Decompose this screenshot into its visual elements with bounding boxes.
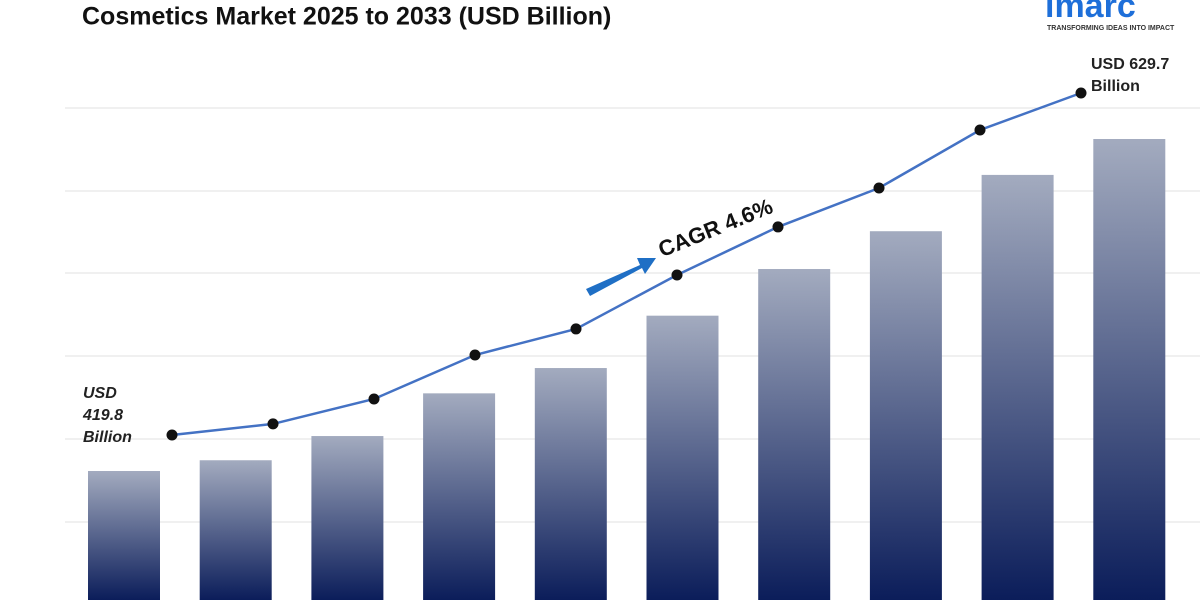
logo: imarc [1045,0,1136,25]
first-value-label: USD 419.8 Billion [83,385,132,446]
trend-dot [974,124,986,136]
bar [534,368,607,600]
bar [311,436,384,600]
bar [758,269,831,600]
trend-dot [267,418,279,430]
trend-dot [873,182,885,194]
bar [981,174,1054,600]
bar [869,231,942,600]
trend-line [171,91,1082,437]
bar [199,460,272,600]
bar [423,393,496,600]
bar [88,471,160,600]
trend-dot [166,429,178,441]
cagr-label: CAGR 4.6% [655,194,777,263]
bar [1093,139,1166,600]
bar [646,315,719,600]
trend-dot [671,269,683,281]
trend-dot [570,323,582,335]
chart-title: Cosmetics Market 2025 to 2033 (USD Billi… [82,3,611,31]
logo-tagline: TRANSFORMING IDEAS INTO IMPACT [1047,25,1175,32]
trend-dot [469,349,481,361]
cagr-arrow [586,258,656,296]
trend-dot [1075,87,1087,99]
trend-dot [772,221,784,233]
last-value-label: USD 629.7 Billion [1091,56,1170,95]
trend-dot [368,393,380,405]
